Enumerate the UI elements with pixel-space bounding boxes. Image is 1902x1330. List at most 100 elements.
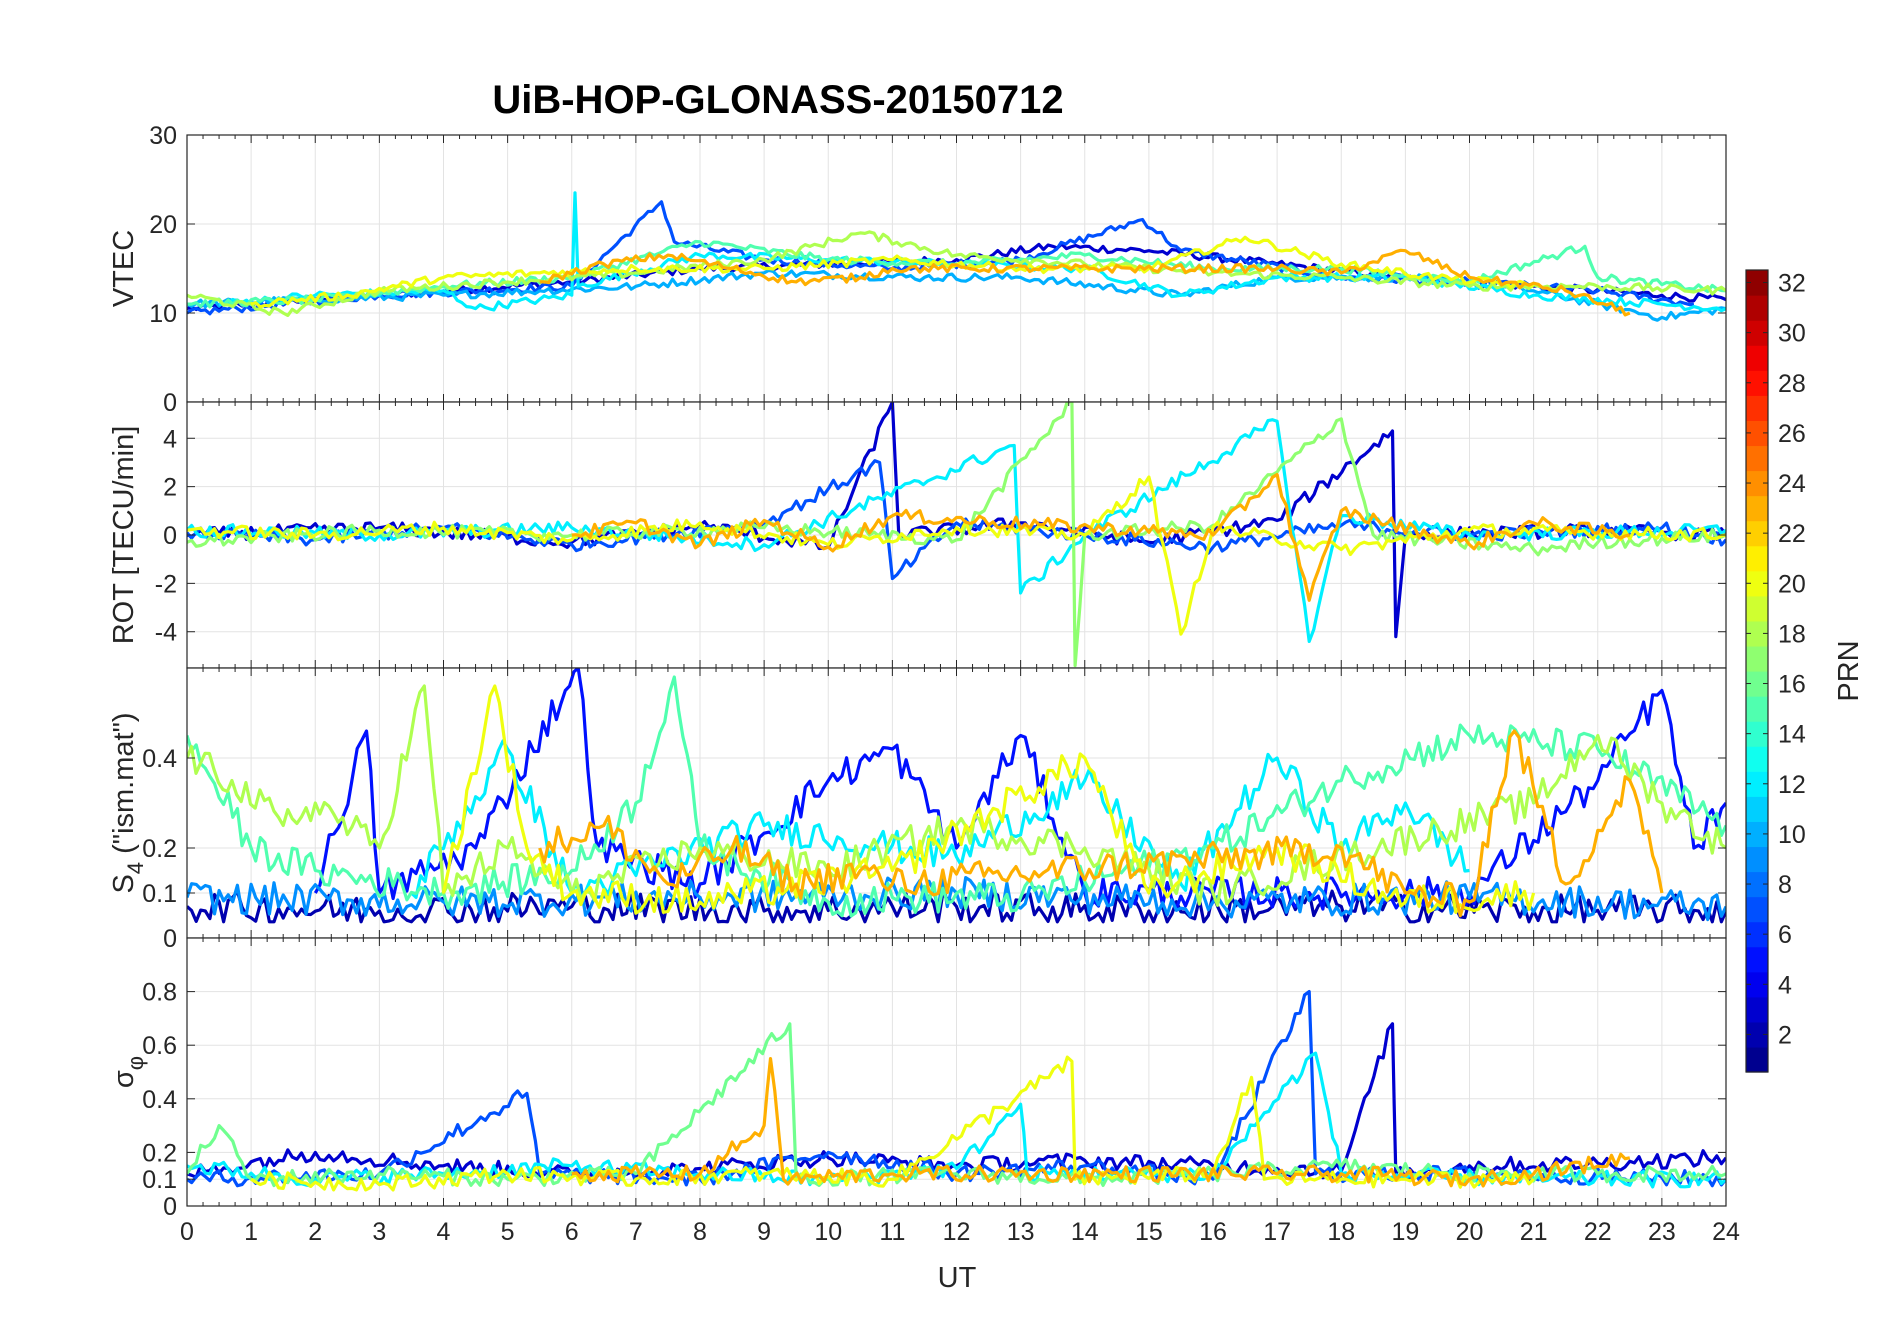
panel-vtec: 0 10 20 30 VTEC bbox=[108, 122, 1727, 417]
series-line-prn-16 bbox=[187, 1022, 1726, 1188]
colorbar-cell bbox=[1746, 570, 1768, 597]
y-tick-label: 0.2 bbox=[142, 1139, 177, 1167]
series-line-prn-23 bbox=[571, 472, 1631, 602]
colorbar-frame bbox=[1745, 269, 1769, 1073]
y-tick-label: 0 bbox=[163, 925, 177, 953]
y-tick-label: 0.4 bbox=[142, 745, 177, 773]
colorbar-tick-label: 26 bbox=[1778, 420, 1806, 448]
series-line-prn-20 bbox=[250, 235, 1534, 309]
x-tick-label: 14 bbox=[1071, 1218, 1099, 1246]
colorbar-cell bbox=[1746, 746, 1768, 772]
colorbar-cell bbox=[1746, 821, 1768, 848]
x-tick-label: 8 bbox=[693, 1218, 707, 1246]
colorbar-tick-label: 4 bbox=[1778, 971, 1792, 999]
y-axis-label: VTEC bbox=[108, 230, 140, 307]
series-line-prn-17 bbox=[187, 402, 1726, 668]
colorbar-cell bbox=[1746, 771, 1768, 797]
colorbar-tick-label: 8 bbox=[1778, 871, 1792, 899]
panel-rot: -4 -2 0 2 4 ROT [TECU/min] bbox=[108, 401, 1727, 669]
y-tick-label: 10 bbox=[149, 300, 177, 328]
y-tick-label: 0 bbox=[163, 1193, 177, 1221]
colorbar-tick-label: 18 bbox=[1778, 620, 1806, 648]
y-axis-label: ROT [TECU/min] bbox=[108, 426, 140, 645]
panel-sigma-phi: 00.10.2 0.4 0.6 0.8 σφ bbox=[108, 937, 1727, 1221]
x-axis-label: UT bbox=[938, 1262, 977, 1294]
colorbar-cell bbox=[1746, 345, 1768, 371]
colorbar-cell bbox=[1746, 1021, 1768, 1048]
x-tick-label: 3 bbox=[372, 1218, 386, 1246]
x-tick-label: 15 bbox=[1135, 1218, 1163, 1246]
colorbar-cell bbox=[1746, 946, 1768, 973]
x-tick-label: 12 bbox=[943, 1218, 971, 1246]
y-tick-label: 0.6 bbox=[142, 1032, 177, 1060]
y-axis-label: σφ bbox=[108, 1056, 148, 1088]
y-tick-label: 0 bbox=[163, 389, 177, 417]
colorbar-label: PRN bbox=[1833, 640, 1865, 701]
x-ticks bbox=[186, 402, 1727, 668]
x-tick-label: 13 bbox=[1007, 1218, 1035, 1246]
colorbar-tick-label: 14 bbox=[1778, 721, 1806, 749]
series-group bbox=[187, 191, 1726, 322]
series-line-prn-18 bbox=[187, 230, 1726, 317]
colorbar-cell bbox=[1746, 796, 1768, 822]
x-tick-label: 7 bbox=[629, 1218, 643, 1246]
y-tick-label: 0.2 bbox=[142, 835, 177, 863]
colorbar-tick-label: 22 bbox=[1778, 520, 1806, 548]
x-ticks bbox=[186, 135, 1727, 402]
series-line-prn-20 bbox=[441, 684, 1536, 915]
colorbar-cell bbox=[1746, 721, 1768, 747]
x-tick-label: 5 bbox=[501, 1218, 515, 1246]
colorbar-cell bbox=[1746, 495, 1768, 522]
colorbar-cell bbox=[1746, 520, 1768, 547]
x-tick-label: 0 bbox=[180, 1218, 194, 1246]
colorbar-cell bbox=[1746, 470, 1768, 497]
x-ticks bbox=[186, 938, 1727, 1206]
y-tick-label: -4 bbox=[155, 619, 177, 647]
colorbar-cell bbox=[1746, 295, 1768, 321]
y-tick-label: 0.1 bbox=[142, 1166, 177, 1194]
colorbar-cell bbox=[1746, 696, 1768, 722]
series-line-prn-3 bbox=[187, 1022, 1726, 1181]
chart-title: UiB-HOP-GLONASS-20150712 bbox=[492, 78, 1063, 122]
x-ticks bbox=[186, 668, 1727, 938]
x-tick-label: 16 bbox=[1199, 1218, 1227, 1246]
series-line-prn-5 bbox=[313, 668, 1726, 911]
colorbar-tick-label: 24 bbox=[1778, 470, 1806, 498]
series-group bbox=[187, 990, 1726, 1192]
colorbar-tick-label: 6 bbox=[1778, 921, 1792, 949]
series-line-prn-23 bbox=[538, 729, 1664, 918]
x-tick-label: 22 bbox=[1584, 1218, 1612, 1246]
y-tick-label: 0 bbox=[163, 522, 177, 550]
x-tick-label: 21 bbox=[1520, 1218, 1548, 1246]
x-tick-label: 24 bbox=[1712, 1218, 1740, 1246]
x-tick-label: 23 bbox=[1648, 1218, 1676, 1246]
y-tick-label: 0.8 bbox=[142, 979, 177, 1007]
colorbar-cell bbox=[1746, 971, 1768, 998]
colorbar-tick-label: 32 bbox=[1778, 270, 1806, 298]
colorbar-cell bbox=[1746, 896, 1768, 923]
colorbar-tick-label: 10 bbox=[1778, 821, 1806, 849]
series-line-prn-20 bbox=[187, 475, 1726, 636]
colorbar-cell bbox=[1746, 595, 1768, 622]
y-tick-label: -2 bbox=[155, 570, 177, 598]
colorbar-cell bbox=[1746, 270, 1768, 296]
colorbar-cell bbox=[1746, 545, 1768, 572]
y-tick-label: 0.1 bbox=[142, 880, 177, 908]
series-line-prn-23 bbox=[571, 1057, 1631, 1188]
colorbar-tick-label: 2 bbox=[1778, 1021, 1792, 1049]
colorbar-cell bbox=[1746, 671, 1768, 697]
colorbar-tick-label: 20 bbox=[1778, 570, 1806, 598]
colorbar-tick-label: 30 bbox=[1778, 320, 1806, 348]
colorbar-tick-label: 28 bbox=[1778, 370, 1806, 398]
series-group bbox=[187, 668, 1726, 924]
y-tick-label: 20 bbox=[149, 211, 177, 239]
y-axis-label: S4 ("ism.mat") bbox=[108, 712, 148, 893]
colorbar-cell bbox=[1746, 921, 1768, 948]
x-tick-label: 9 bbox=[757, 1218, 771, 1246]
colorbar-cell bbox=[1746, 1046, 1768, 1073]
series-line-prn-20 bbox=[250, 1055, 1535, 1192]
colorbar-cell bbox=[1746, 846, 1768, 873]
